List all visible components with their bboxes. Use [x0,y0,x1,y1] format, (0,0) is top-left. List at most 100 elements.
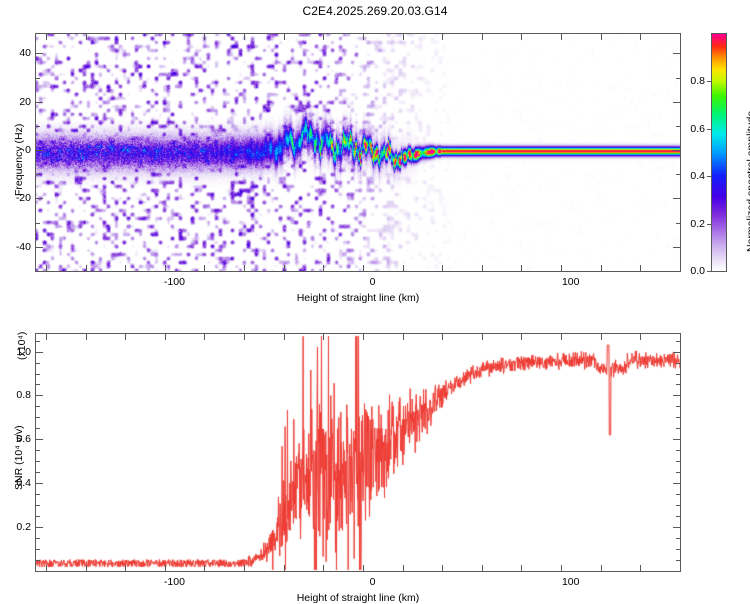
colorbar-gradient [712,34,726,271]
spectrogram-x-tick [521,265,523,271]
snr-x-tick [640,334,642,340]
snr-y-tick [36,516,40,518]
snr-x-tick [481,334,483,340]
colorbar-tick-label: 0.0 [690,265,705,277]
snr-y-tick [36,406,40,408]
snr-x-tick [680,334,681,340]
snr-y-tick [676,494,680,496]
spectrogram-y-tick [36,125,40,127]
spectrogram-y-tick [36,53,43,55]
spectrogram-y-tick [673,101,680,103]
spectrogram-y-tick [676,174,680,176]
snr-y-tick [36,428,40,430]
spectrogram-x-tick [402,34,404,40]
snr-x-tick [164,565,166,571]
spectrogram-x-tick [600,265,602,271]
spectrogram-x-tick [600,34,602,40]
snr-y-tick [676,373,680,375]
snr-exponent-label: (x10⁴) [16,331,28,360]
snr-y-tick [673,351,680,353]
colorbar-tick-label: 0.4 [690,170,705,183]
snr-panel [35,333,681,572]
snr-y-tick-label: 0.2 [16,521,31,534]
snr-y-tick [36,461,40,463]
snr-y-tick [36,538,40,540]
spectrogram-x-tick [362,34,364,40]
snr-y-tick-label: 0.4 [16,477,31,490]
snr-x-tick-label: 0 [369,576,376,588]
snr-y-tick [36,351,43,353]
snr-y-tick [36,362,40,364]
snr-x-tick [442,334,444,340]
snr-x-tick [362,334,364,340]
snr-x-tick-label: -100 [163,576,185,588]
spectrogram-y-tick [673,198,680,200]
spectrogram-y-tick [676,77,680,79]
snr-y-tick [676,406,680,408]
snr-y-tick [36,373,40,375]
spectrogram-x-tick [323,34,325,40]
snr-y-tick [673,527,680,529]
snr-x-tick [85,565,87,571]
snr-y-tick [36,395,43,397]
colorbar-tick [707,81,711,83]
spectrogram-x-tick [85,34,87,40]
snr-y-tick [36,505,40,507]
snr-y-tick [676,472,680,474]
snr-y-tick [676,340,680,342]
snr-x-tick [600,565,602,571]
spectrogram-y-tick-label: -40 [15,240,31,253]
spectrogram-x-tick [561,34,563,40]
snr-y-tick [36,417,40,419]
spectrogram-x-tick [244,265,246,271]
figure-title: C2E4.2025.269.20.03.G14 [302,4,448,18]
spectrogram-y-tick [36,246,43,248]
spectrogram-x-tick [323,265,325,271]
spectrogram-y-tick [36,198,43,200]
snr-x-tick [45,565,47,571]
snr-y-tick [676,505,680,507]
colorbar-tick-label: 0.8 [690,75,705,88]
spectrogram-x-tick [402,265,404,271]
spectrogram-x-tick-label: -100 [163,276,185,288]
spectrogram-x-tick [442,265,444,271]
snr-y-tick [676,450,680,452]
snr-x-tick [244,334,246,340]
colorbar-tick [707,176,711,178]
spectrogram-y-tick [36,77,40,79]
snr-y-tick [676,516,680,518]
colorbar-tick [707,128,711,130]
snr-y-tick [676,549,680,551]
spectrogram-y-tick [36,222,40,224]
spectrogram-x-tick [640,34,642,40]
spectrogram-y-axis-label: Frequency (Hz) [13,123,25,196]
spectrogram-x-tick [362,265,364,271]
snr-y-tick [673,483,680,485]
snr-y-tick [36,472,40,474]
spectrogram-y-tick [673,246,680,248]
spectrogram-y-tick [673,150,680,152]
snr-x-tick [323,334,325,340]
spectrogram-y-tick-label: -20 [15,192,31,205]
spectrogram-x-tick [45,265,47,271]
spectrogram-y-tick-label: 40 [19,47,31,60]
spectrogram-x-tick [125,34,127,40]
snr-x-tick [204,565,206,571]
snr-y-tick [676,417,680,419]
spectrogram-x-tick [164,34,166,40]
snr-y-tick [36,560,40,562]
spectrogram-x-tick [680,34,681,40]
colorbar-tick-label: 0.6 [690,122,705,135]
snr-y-tick [36,494,40,496]
snr-x-tick [85,334,87,340]
snr-y-tick [673,395,680,397]
spectrogram-x-tick [283,34,285,40]
snr-x-tick [600,334,602,340]
snr-x-tick [402,334,404,340]
snr-y-axis-label: SNR (10⁴ v/v) [13,425,25,490]
colorbar-tick [707,223,711,225]
spectrogram-y-tick-label: 0 [25,144,31,157]
spectrogram-x-tick [442,34,444,40]
spectrogram-x-tick [244,34,246,40]
